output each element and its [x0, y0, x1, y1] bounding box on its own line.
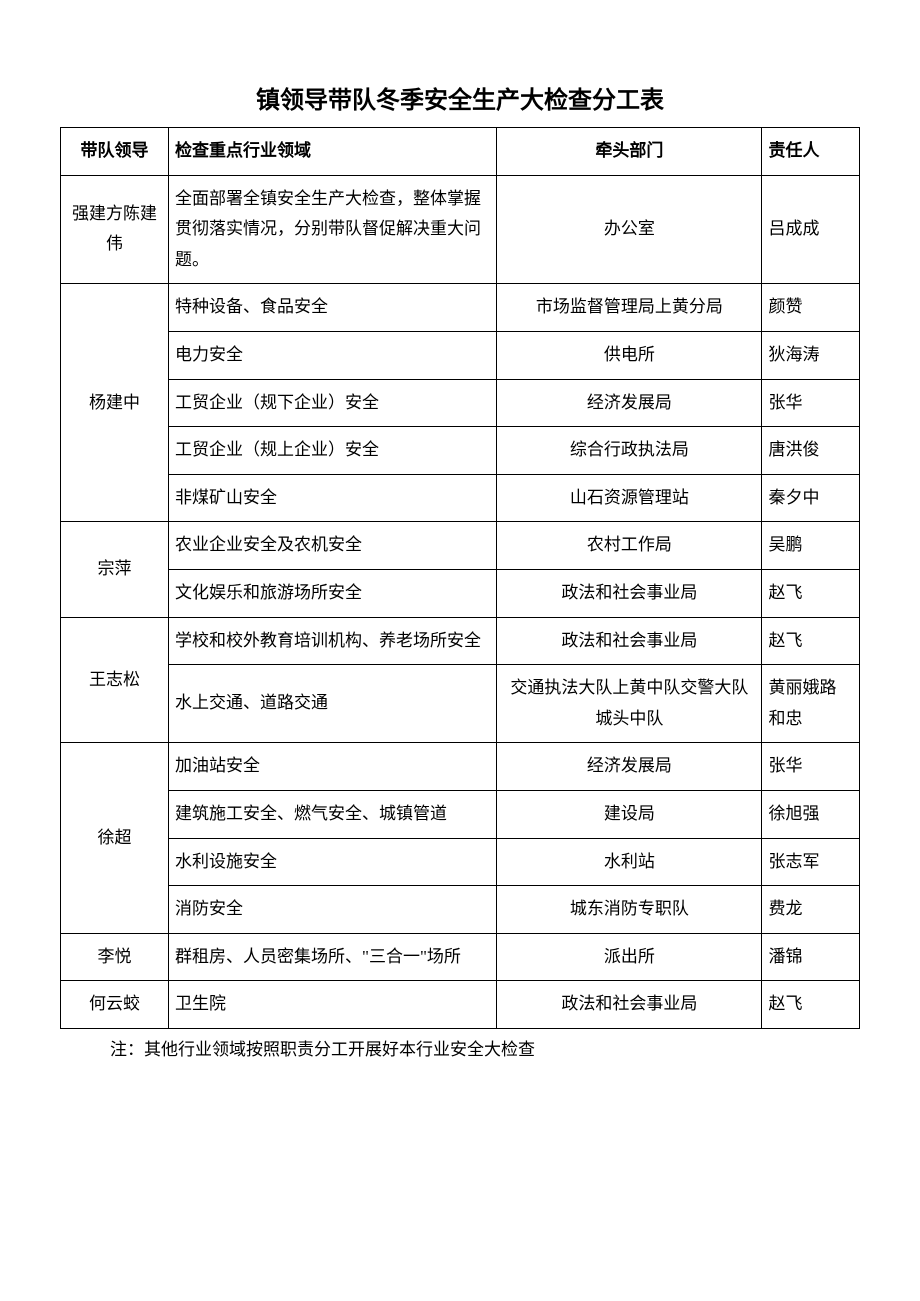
- cell-leader: 王志松: [61, 617, 169, 743]
- table-row: 非煤矿山安全山石资源管理站秦夕中: [61, 474, 860, 522]
- table-row: 建筑施工安全、燃气安全、城镇管道建设局徐旭强: [61, 790, 860, 838]
- cell-person: 狄海涛: [762, 331, 860, 379]
- table-row: 杨建中特种设备、食品安全市场监督管理局上黄分局颜赞: [61, 284, 860, 332]
- cell-leader: 徐超: [61, 743, 169, 933]
- cell-leader: 宗萍: [61, 522, 169, 617]
- cell-leader: 李悦: [61, 933, 169, 981]
- cell-dept: 派出所: [497, 933, 762, 981]
- page-title: 镇领导带队冬季安全生产大检查分工表: [60, 80, 860, 115]
- cell-person: 唐洪俊: [762, 427, 860, 475]
- cell-area: 群租房、人员密集场所、"三合一"场所: [169, 933, 497, 981]
- cell-dept: 经济发展局: [497, 743, 762, 791]
- cell-person: 张志军: [762, 838, 860, 886]
- cell-dept: 办公室: [497, 175, 762, 284]
- cell-dept: 水利站: [497, 838, 762, 886]
- table-row: 何云蛟卫生院政法和社会事业局赵飞: [61, 981, 860, 1029]
- footnote: 注：其他行业领域按照职责分工开展好本行业安全大检查: [60, 1035, 860, 1060]
- cell-leader: 杨建中: [61, 284, 169, 522]
- cell-leader: 何云蛟: [61, 981, 169, 1029]
- cell-area: 水利设施安全: [169, 838, 497, 886]
- cell-person: 费龙: [762, 886, 860, 934]
- table-header-row: 带队领导 检查重点行业领域 牵头部门 责任人: [61, 128, 860, 176]
- cell-dept: 交通执法大队上黄中队交警大队城头中队: [497, 665, 762, 743]
- cell-area: 工贸企业（规下企业）安全: [169, 379, 497, 427]
- assignment-table: 带队领导 检查重点行业领域 牵头部门 责任人 强建方陈建伟全面部署全镇安全生产大…: [60, 127, 860, 1029]
- cell-area: 农业企业安全及农机安全: [169, 522, 497, 570]
- cell-dept: 山石资源管理站: [497, 474, 762, 522]
- cell-area: 卫生院: [169, 981, 497, 1029]
- cell-area: 电力安全: [169, 331, 497, 379]
- cell-person: 吴鹏: [762, 522, 860, 570]
- cell-area: 工贸企业（规上企业）安全: [169, 427, 497, 475]
- table-row: 徐超加油站安全经济发展局张华: [61, 743, 860, 791]
- cell-area: 水上交通、道路交通: [169, 665, 497, 743]
- cell-area: 建筑施工安全、燃气安全、城镇管道: [169, 790, 497, 838]
- table-row: 消防安全城东消防专职队费龙: [61, 886, 860, 934]
- cell-area: 特种设备、食品安全: [169, 284, 497, 332]
- cell-leader: 强建方陈建伟: [61, 175, 169, 284]
- table-row: 水利设施安全水利站张志军: [61, 838, 860, 886]
- header-dept: 牵头部门: [497, 128, 762, 176]
- cell-area: 消防安全: [169, 886, 497, 934]
- cell-dept: 政法和社会事业局: [497, 569, 762, 617]
- table-row: 文化娱乐和旅游场所安全政法和社会事业局赵飞: [61, 569, 860, 617]
- table-row: 水上交通、道路交通交通执法大队上黄中队交警大队城头中队黄丽娥路和忠: [61, 665, 860, 743]
- cell-person: 颜赞: [762, 284, 860, 332]
- table-row: 宗萍农业企业安全及农机安全农村工作局吴鹏: [61, 522, 860, 570]
- table-row: 工贸企业（规下企业）安全经济发展局张华: [61, 379, 860, 427]
- cell-person: 赵飞: [762, 981, 860, 1029]
- cell-dept: 经济发展局: [497, 379, 762, 427]
- cell-person: 吕成成: [762, 175, 860, 284]
- cell-person: 黄丽娥路和忠: [762, 665, 860, 743]
- header-area: 检查重点行业领域: [169, 128, 497, 176]
- cell-dept: 市场监督管理局上黄分局: [497, 284, 762, 332]
- cell-dept: 综合行政执法局: [497, 427, 762, 475]
- cell-dept: 政法和社会事业局: [497, 617, 762, 665]
- cell-area: 学校和校外教育培训机构、养老场所安全: [169, 617, 497, 665]
- cell-area: 加油站安全: [169, 743, 497, 791]
- cell-person: 秦夕中: [762, 474, 860, 522]
- table-row: 王志松学校和校外教育培训机构、养老场所安全政法和社会事业局赵飞: [61, 617, 860, 665]
- cell-dept: 城东消防专职队: [497, 886, 762, 934]
- cell-person: 赵飞: [762, 617, 860, 665]
- cell-area: 非煤矿山安全: [169, 474, 497, 522]
- cell-person: 潘锦: [762, 933, 860, 981]
- header-leader: 带队领导: [61, 128, 169, 176]
- table-row: 工贸企业（规上企业）安全综合行政执法局唐洪俊: [61, 427, 860, 475]
- cell-area: 全面部署全镇安全生产大检查，整体掌握贯彻落实情况，分别带队督促解决重大问题。: [169, 175, 497, 284]
- cell-dept: 供电所: [497, 331, 762, 379]
- cell-person: 张华: [762, 379, 860, 427]
- cell-area: 文化娱乐和旅游场所安全: [169, 569, 497, 617]
- cell-person: 张华: [762, 743, 860, 791]
- header-person: 责任人: [762, 128, 860, 176]
- cell-person: 赵飞: [762, 569, 860, 617]
- cell-dept: 农村工作局: [497, 522, 762, 570]
- table-row: 电力安全供电所狄海涛: [61, 331, 860, 379]
- cell-dept: 建设局: [497, 790, 762, 838]
- cell-dept: 政法和社会事业局: [497, 981, 762, 1029]
- table-row: 李悦群租房、人员密集场所、"三合一"场所派出所潘锦: [61, 933, 860, 981]
- table-row: 强建方陈建伟全面部署全镇安全生产大检查，整体掌握贯彻落实情况，分别带队督促解决重…: [61, 175, 860, 284]
- cell-person: 徐旭强: [762, 790, 860, 838]
